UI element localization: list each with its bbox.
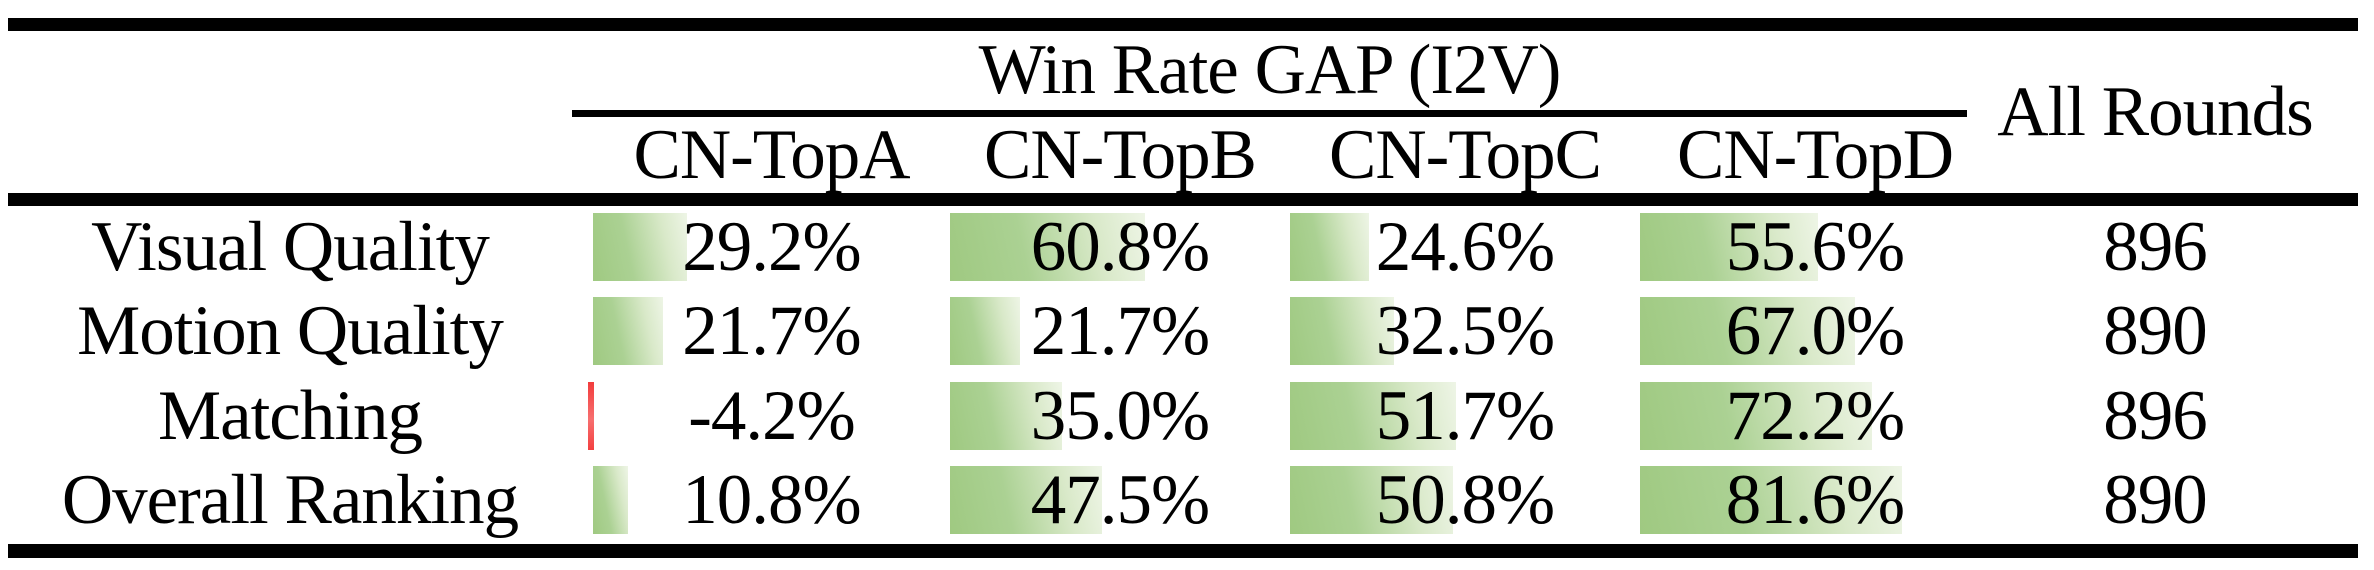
win-rate-value: -4.2%	[688, 377, 856, 455]
data-cell: 10.8%	[593, 459, 950, 542]
row-label-visual-quality: Visual Quality	[91, 208, 490, 286]
win-rate-bar	[1290, 213, 1369, 281]
data-cell: -4.2%	[588, 375, 950, 458]
data-cell: 67.0%	[1640, 290, 1990, 373]
data-cell: 32.5%	[1290, 290, 1640, 373]
row-label-motion-quality: Motion Quality	[77, 292, 504, 370]
all-rounds-value: 890	[2103, 292, 2208, 370]
win-rate-value: 32.5%	[1375, 292, 1555, 370]
win-rate-value: 21.7%	[682, 292, 861, 370]
row-label-overall-ranking: Overall Ranking	[61, 461, 519, 539]
win-rate-bar	[950, 297, 1020, 365]
data-cell: 81.6%	[1640, 459, 1990, 542]
all-rounds-value: 896	[2103, 208, 2208, 286]
win-rate-value: 55.6%	[1725, 208, 1905, 286]
table-title: Win Rate GAP (I2V)	[978, 31, 1562, 109]
win-rate-bar	[593, 297, 663, 365]
win-rate-value: 24.6%	[1375, 208, 1555, 286]
table-top-rule	[8, 18, 2358, 31]
data-cell: 21.7%	[950, 290, 1290, 373]
win-rate-value: 10.8%	[682, 461, 861, 539]
win-rate-bar-negative	[588, 382, 594, 450]
header-separator-rule	[8, 193, 2358, 206]
data-cell: 51.7%	[1290, 375, 1640, 458]
win-rate-value: 47.5%	[1030, 461, 1210, 539]
column-header-cn-topd: CN-TopD	[1677, 115, 1954, 194]
row-label-matching: Matching	[157, 377, 423, 455]
data-cell: 72.2%	[1640, 375, 1990, 458]
win-rate-value: 67.0%	[1725, 292, 1905, 370]
win-rate-bar	[593, 213, 687, 281]
win-rate-value: 29.2%	[682, 208, 861, 286]
win-rate-bar	[593, 466, 628, 534]
win-rate-value: 60.8%	[1030, 208, 1210, 286]
win-rate-value: 81.6%	[1725, 461, 1905, 539]
all-rounds-header: All Rounds	[1997, 72, 2313, 151]
all-rounds-value: 890	[2103, 461, 2208, 539]
column-header-cn-topa: CN-TopA	[633, 115, 911, 194]
data-cell: 47.5%	[950, 459, 1290, 542]
data-cell: 35.0%	[950, 375, 1290, 458]
column-header-cn-topc: CN-TopC	[1328, 115, 1602, 194]
data-cell: 24.6%	[1290, 206, 1640, 289]
column-header-cn-topb: CN-TopB	[983, 115, 1257, 194]
win-rate-value: 21.7%	[1030, 292, 1210, 370]
win-rate-value: 51.7%	[1375, 377, 1555, 455]
data-cell: 60.8%	[950, 206, 1290, 289]
win-rate-value: 35.0%	[1030, 377, 1210, 455]
title-underline-rule	[572, 110, 1967, 117]
data-cell: 29.2%	[593, 206, 950, 289]
data-cell: 50.8%	[1290, 459, 1640, 542]
all-rounds-value: 896	[2103, 377, 2208, 455]
data-cell: 55.6%	[1640, 206, 1990, 289]
win-rate-value: 50.8%	[1375, 461, 1555, 539]
data-cell: 21.7%	[593, 290, 950, 373]
win-rate-value: 72.2%	[1725, 377, 1905, 455]
table-bottom-rule	[8, 544, 2358, 558]
